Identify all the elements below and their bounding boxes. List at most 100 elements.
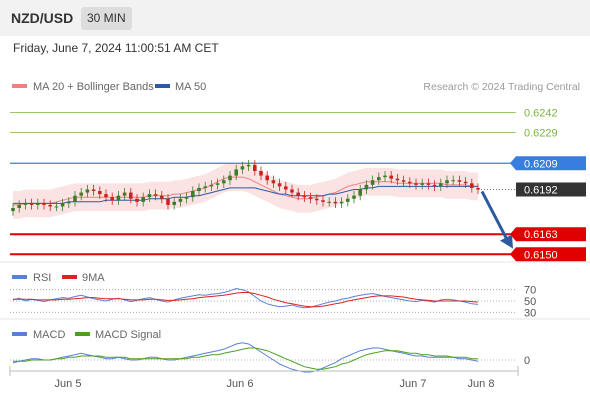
candle-body <box>228 175 232 181</box>
candle-body <box>153 194 158 196</box>
candle-body <box>98 191 102 195</box>
rsi-level-label: 70 <box>524 285 536 297</box>
candle-body <box>420 183 424 185</box>
candle-body <box>377 177 381 181</box>
candle-body <box>290 189 294 193</box>
candle-body <box>166 198 170 205</box>
candle-body <box>426 183 431 185</box>
candle-body <box>302 195 307 198</box>
candle-body <box>54 206 59 208</box>
candle-body <box>203 186 207 188</box>
instrument-title: NZD/USD <box>11 10 74 26</box>
candle-body <box>110 197 114 201</box>
rsi-level-label: 50 <box>524 296 536 308</box>
candle-body <box>401 180 406 182</box>
candle-body <box>408 181 412 184</box>
forecast-arrow-head <box>500 234 513 249</box>
resistance-label: 0.6209 <box>524 158 558 170</box>
candle-body <box>253 164 257 171</box>
candle-body <box>333 201 338 204</box>
candle-body <box>352 195 356 199</box>
candle-body <box>191 191 195 198</box>
candle-body <box>222 180 226 184</box>
forecast-arrow-shaft <box>480 190 509 241</box>
candle-body <box>160 195 164 199</box>
candle-body <box>321 200 325 202</box>
candle-body <box>246 164 251 167</box>
candle-body <box>277 183 282 187</box>
candle-body <box>308 197 313 199</box>
candle-body <box>147 194 152 198</box>
ma20-line <box>13 176 478 206</box>
timestamp: Friday, June 7, 2024 11:00:51 AM CET <box>13 41 219 55</box>
support-label: 0.6163 <box>524 229 558 241</box>
candle-body <box>414 183 418 185</box>
current-price-label: 0.6192 <box>524 184 558 196</box>
candle-body <box>197 187 201 192</box>
candle-body <box>104 194 108 198</box>
resistance-label: 0.6229 <box>524 127 558 139</box>
timeframe-button[interactable]: 30 MIN <box>81 7 132 30</box>
x-axis: Jun 5 Jun 6 Jun 7 Jun 8 <box>9 366 519 390</box>
candle-body <box>11 208 15 212</box>
resistance-tag <box>510 156 586 171</box>
bollinger-band-fill <box>13 163 478 219</box>
candle-body <box>339 201 344 204</box>
candle-body <box>395 178 400 181</box>
candle-body <box>284 186 288 190</box>
credit-text: Research © 2024 Trading Central <box>423 81 580 93</box>
rsi-legend-label: RSI <box>33 272 51 284</box>
candle-body <box>73 195 77 202</box>
candle-body <box>91 189 96 192</box>
rsi-legend-swatch <box>12 275 27 279</box>
price-panel: 0.6242 0.6229 0.6209 0.6192 0.6163 0.6150 <box>10 107 586 262</box>
rsi-ma-legend-label: 9MA <box>82 272 105 284</box>
candle-body <box>315 198 319 201</box>
candle-body <box>457 180 462 182</box>
candle-body <box>48 204 52 207</box>
candle-body <box>17 204 21 208</box>
candle-body <box>271 180 276 184</box>
candle-body <box>370 180 375 185</box>
support-tag <box>510 227 586 242</box>
x-tick-label: Jun 5 <box>55 378 82 390</box>
macd-signal-legend-label: MACD Signal <box>95 329 161 341</box>
candle-body <box>36 203 40 205</box>
rsi-ma-line <box>13 292 479 308</box>
candle-body <box>327 201 331 203</box>
header-bar: NZD/USD 30 MIN <box>0 0 590 36</box>
candle-body <box>470 183 474 188</box>
candle-body <box>85 189 90 193</box>
resistance-label: 0.6242 <box>524 107 558 119</box>
macd-panel: 0 <box>10 342 530 373</box>
candle-body <box>67 201 71 204</box>
candle-body <box>215 183 220 185</box>
candle-body <box>463 181 468 184</box>
macd-legend-label: MACD <box>33 329 65 341</box>
candle-body <box>432 184 437 187</box>
bollinger-legend-label: MA 20 + Bollinger Bands <box>33 81 154 93</box>
candle-body <box>172 201 176 205</box>
candle-body <box>141 197 145 202</box>
x-tick-label: Jun 6 <box>227 378 254 390</box>
candle-body <box>259 170 263 176</box>
ma50-line <box>13 185 478 204</box>
macd-level-label: 0 <box>524 355 530 367</box>
macd-line <box>12 342 479 373</box>
candle-body <box>209 184 214 187</box>
candle-body <box>135 198 139 202</box>
candle-body <box>389 175 393 179</box>
candle-body <box>296 192 300 196</box>
candle-body <box>29 203 34 205</box>
candle-body <box>265 175 269 181</box>
candle-body <box>42 203 46 205</box>
candle-body <box>445 180 449 184</box>
candle-body <box>358 189 362 196</box>
rsi-level-label: 30 <box>524 307 536 319</box>
macd-legend-swatch <box>12 332 27 336</box>
candle-body <box>116 195 121 201</box>
support-tag <box>510 247 586 262</box>
ma50-legend-label: MA 50 <box>175 81 206 93</box>
